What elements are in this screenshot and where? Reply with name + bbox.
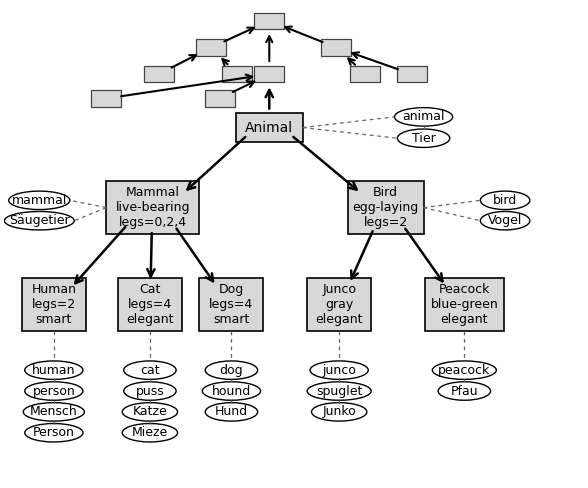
FancyBboxPatch shape bbox=[91, 90, 121, 107]
FancyBboxPatch shape bbox=[236, 114, 303, 142]
Text: animal: animal bbox=[402, 110, 445, 123]
FancyBboxPatch shape bbox=[199, 278, 263, 331]
Ellipse shape bbox=[397, 129, 450, 147]
Text: Person: Person bbox=[33, 426, 75, 439]
Ellipse shape bbox=[123, 361, 176, 379]
FancyBboxPatch shape bbox=[143, 66, 174, 82]
Text: Katze: Katze bbox=[132, 406, 168, 418]
Text: Vogel: Vogel bbox=[488, 214, 522, 227]
FancyBboxPatch shape bbox=[350, 66, 380, 82]
Text: Junko: Junko bbox=[322, 406, 356, 418]
Ellipse shape bbox=[122, 403, 178, 421]
Text: Mensch: Mensch bbox=[30, 406, 78, 418]
Ellipse shape bbox=[310, 361, 368, 379]
FancyBboxPatch shape bbox=[348, 181, 423, 234]
Text: Cat
legs=4
elegant: Cat legs=4 elegant bbox=[126, 283, 173, 326]
Ellipse shape bbox=[395, 108, 453, 126]
Ellipse shape bbox=[432, 361, 496, 379]
Text: mammal: mammal bbox=[12, 194, 67, 207]
Text: Human
legs=2
smart: Human legs=2 smart bbox=[31, 283, 76, 326]
Ellipse shape bbox=[9, 191, 70, 209]
Ellipse shape bbox=[205, 403, 258, 421]
FancyBboxPatch shape bbox=[307, 278, 371, 331]
Text: Peacock
blue-green
elegant: Peacock blue-green elegant bbox=[430, 283, 498, 326]
Ellipse shape bbox=[24, 403, 85, 421]
Text: Dog
legs=4
smart: Dog legs=4 smart bbox=[209, 283, 253, 326]
Ellipse shape bbox=[202, 382, 260, 400]
Ellipse shape bbox=[123, 382, 176, 400]
Text: Animal: Animal bbox=[245, 121, 293, 135]
Text: Pfau: Pfau bbox=[450, 385, 478, 398]
FancyBboxPatch shape bbox=[254, 13, 285, 29]
Text: hound: hound bbox=[212, 385, 251, 398]
Ellipse shape bbox=[307, 382, 371, 400]
FancyBboxPatch shape bbox=[205, 90, 235, 107]
Ellipse shape bbox=[25, 424, 83, 442]
Ellipse shape bbox=[480, 211, 530, 230]
FancyBboxPatch shape bbox=[397, 66, 427, 82]
FancyBboxPatch shape bbox=[106, 181, 199, 234]
Ellipse shape bbox=[438, 382, 490, 400]
FancyBboxPatch shape bbox=[22, 278, 86, 331]
Text: Junco
gray
elegant: Junco gray elegant bbox=[315, 283, 363, 326]
Text: dog: dog bbox=[220, 364, 243, 377]
Ellipse shape bbox=[25, 361, 83, 379]
Text: cat: cat bbox=[140, 364, 160, 377]
Text: human: human bbox=[32, 364, 76, 377]
FancyBboxPatch shape bbox=[254, 66, 285, 82]
Text: Säugetier: Säugetier bbox=[9, 214, 69, 227]
Ellipse shape bbox=[205, 361, 258, 379]
Ellipse shape bbox=[4, 211, 74, 230]
FancyBboxPatch shape bbox=[222, 66, 252, 82]
Text: Mammal
live-bearing
legs=0,2,4: Mammal live-bearing legs=0,2,4 bbox=[116, 186, 190, 229]
Text: bird: bird bbox=[493, 194, 517, 207]
Text: junco: junco bbox=[322, 364, 356, 377]
Ellipse shape bbox=[122, 424, 178, 442]
Ellipse shape bbox=[25, 382, 83, 400]
Ellipse shape bbox=[480, 191, 530, 209]
FancyBboxPatch shape bbox=[196, 39, 226, 56]
FancyBboxPatch shape bbox=[425, 278, 504, 331]
Text: peacock: peacock bbox=[438, 364, 490, 377]
Text: spuglet: spuglet bbox=[316, 385, 362, 398]
Text: Hund: Hund bbox=[215, 406, 248, 418]
Text: Tier: Tier bbox=[412, 132, 436, 145]
Text: Mieze: Mieze bbox=[132, 426, 168, 439]
Text: Bird
egg-laying
legs=2: Bird egg-laying legs=2 bbox=[353, 186, 419, 229]
FancyBboxPatch shape bbox=[118, 278, 182, 331]
Text: puss: puss bbox=[136, 385, 164, 398]
Ellipse shape bbox=[312, 403, 367, 421]
FancyBboxPatch shape bbox=[321, 39, 352, 56]
Text: person: person bbox=[32, 385, 75, 398]
